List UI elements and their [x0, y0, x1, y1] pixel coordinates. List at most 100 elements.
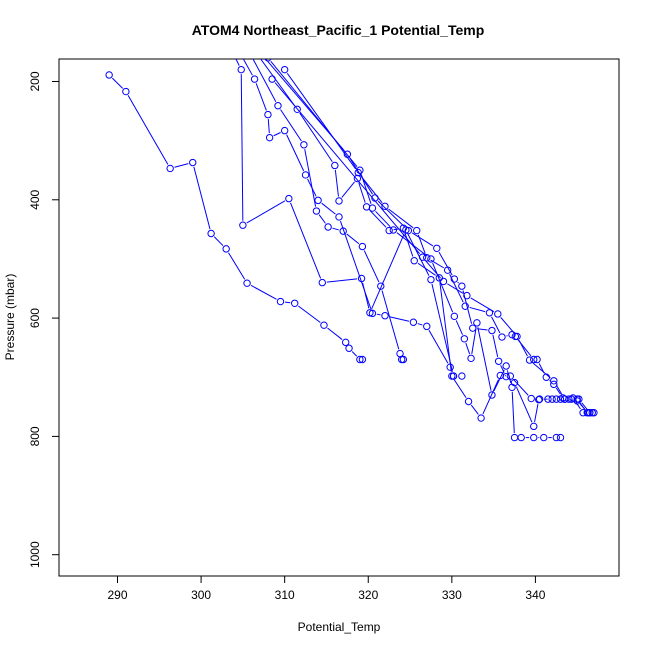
series-2-point-2 — [264, 110, 272, 119]
series-2-point-9 — [381, 312, 389, 320]
series-7-point-6 — [461, 302, 469, 310]
series-0-point-8 — [291, 299, 299, 308]
series-0-point-6 — [243, 279, 251, 287]
series-1-point-1 — [237, 65, 245, 74]
series-7-point-8 — [498, 333, 506, 341]
series-4-segment-4 — [358, 182, 366, 203]
series-4-segment-14 — [513, 379, 529, 396]
series-7-segment-3 — [417, 234, 426, 254]
series-7-point-0 — [280, 65, 289, 74]
series-7-point-15 — [559, 394, 567, 402]
series-8-point-2 — [439, 277, 448, 286]
series-2-segment-7 — [340, 221, 372, 310]
series-0-point-7 — [276, 297, 285, 306]
y-tick-label-0: 200 — [28, 71, 42, 91]
series-3-point-7 — [377, 282, 385, 290]
series-5-segment-18 — [581, 402, 588, 410]
series-3-segment-6 — [363, 250, 380, 283]
x-tick-label-5: 340 — [525, 588, 545, 602]
series-6-point-11 — [508, 383, 516, 392]
series-2-point-5 — [301, 171, 310, 179]
series-4-segment-3 — [341, 181, 355, 198]
series-0-point-5 — [222, 245, 230, 253]
series-4-point-8 — [410, 257, 418, 265]
series-7-segment-16 — [575, 401, 581, 410]
series-0-segment-4 — [213, 236, 224, 247]
series-3-point-3 — [312, 207, 321, 215]
series-2-point-1 — [250, 75, 259, 83]
series-4-point-5 — [362, 203, 371, 211]
series-0-segment-0 — [111, 77, 124, 89]
series-7-segment-0 — [286, 73, 357, 170]
series-8-segment-1 — [425, 260, 441, 279]
y-axis-label: Pressure (mbar) — [3, 274, 17, 361]
series-0-point-13 — [358, 355, 367, 364]
series-3-point-8 — [396, 349, 404, 358]
series-6-point-14 — [530, 433, 538, 442]
series-5-point-12 — [530, 422, 538, 431]
series-8-point-5 — [513, 332, 521, 341]
series-2-segment-4 — [286, 134, 305, 172]
series-7-segment-5 — [449, 274, 464, 303]
plot-frame — [58, 58, 620, 577]
series-0-segment-3 — [193, 166, 211, 230]
series-6-point-0 — [264, 59, 272, 62]
series-6-point-10 — [502, 362, 510, 370]
series-0-point-2 — [166, 164, 174, 173]
series-8-point-8 — [560, 395, 569, 403]
series-2-point-4 — [280, 126, 289, 135]
series-2-segment-0 — [242, 59, 253, 76]
series-5-segment-5 — [457, 281, 459, 284]
series-7-segment-4 — [430, 259, 445, 269]
series-2-point-8 — [368, 309, 377, 318]
series-0-segment-2 — [174, 163, 189, 168]
series-6-point-15 — [540, 433, 548, 442]
series-2-segment-10 — [417, 323, 423, 326]
series-6-segment-10 — [506, 370, 512, 384]
series-8-point-1 — [418, 253, 427, 261]
series-1-segment-3 — [290, 202, 322, 279]
series-5-point-6 — [458, 282, 466, 290]
series-2-point-7 — [335, 213, 343, 221]
series-2-segment-11 — [428, 330, 449, 364]
series-6-segment-2 — [375, 210, 391, 228]
series-2-segment-8 — [376, 313, 381, 316]
series-layer — [105, 59, 598, 442]
series-8-segment-4 — [500, 317, 515, 334]
series-2-segment-1 — [255, 83, 267, 111]
series-6-point-7 — [467, 354, 475, 363]
series-6-point-2 — [368, 204, 377, 212]
series-1-segment-4 — [326, 278, 358, 283]
series-8-point-4 — [494, 310, 502, 318]
series-0-point-1 — [122, 87, 130, 96]
series-6-point-4 — [427, 255, 435, 263]
series-3-segment-4 — [332, 227, 339, 231]
series-0-segment-8 — [298, 305, 321, 323]
series-2-point-11 — [423, 322, 431, 331]
series-8-segment-8 — [569, 399, 573, 401]
series-5-point-15 — [552, 395, 561, 403]
series-4-point-15 — [527, 394, 535, 403]
series-3-point-5 — [339, 227, 347, 235]
series-4-segment-11 — [470, 404, 479, 415]
series-8-point-6 — [525, 356, 534, 364]
series-3-segment-2 — [304, 149, 317, 207]
series-0-segment-6 — [250, 284, 277, 300]
series-5-segment-8 — [492, 334, 499, 357]
series-4-segment-12 — [482, 379, 499, 415]
series-0-point-10 — [341, 338, 350, 347]
series-8-segment-5 — [518, 340, 528, 357]
series-4-point-12 — [477, 414, 485, 422]
series-7-point-14 — [550, 380, 558, 389]
series-4-segment-8 — [417, 262, 436, 276]
series-0-segment-5 — [228, 252, 246, 280]
series-2-segment-9 — [389, 316, 410, 322]
series-8-point-9 — [573, 397, 581, 405]
series-4-segment-1 — [299, 112, 333, 163]
series-0-point-0 — [105, 71, 113, 79]
series-7-point-4 — [423, 254, 431, 262]
series-6-segment-6 — [465, 342, 471, 355]
series-4-segment-5 — [369, 209, 387, 228]
series-6-segment-1 — [360, 174, 372, 204]
series-3-point-2 — [300, 141, 308, 149]
